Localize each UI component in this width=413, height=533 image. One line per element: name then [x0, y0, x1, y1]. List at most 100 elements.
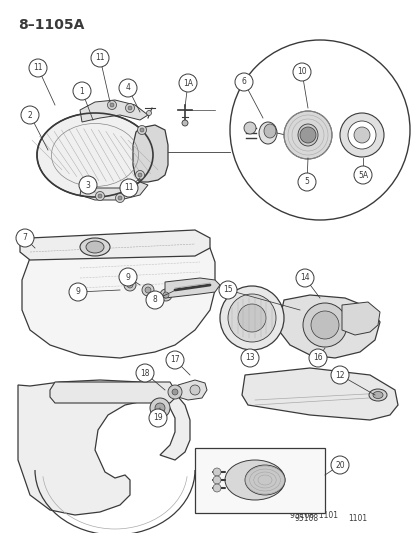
Circle shape [310, 311, 338, 339]
Circle shape [95, 191, 104, 200]
Circle shape [302, 303, 346, 347]
Text: 1A: 1A [183, 78, 192, 87]
Text: 9: 9 [125, 272, 130, 281]
Circle shape [69, 283, 87, 301]
Circle shape [150, 398, 170, 418]
Text: 8–1105A: 8–1105A [18, 18, 84, 32]
Circle shape [218, 281, 236, 299]
Ellipse shape [263, 124, 275, 138]
Circle shape [299, 127, 315, 143]
Circle shape [119, 79, 137, 97]
Text: 95108  1101: 95108 1101 [289, 511, 337, 520]
Circle shape [330, 366, 348, 384]
Ellipse shape [37, 113, 153, 197]
Text: 12: 12 [335, 370, 344, 379]
Circle shape [178, 74, 197, 92]
Text: 11: 11 [95, 53, 104, 62]
Circle shape [146, 110, 151, 116]
Text: 5A: 5A [357, 171, 367, 180]
Polygon shape [178, 380, 206, 400]
Text: 1: 1 [79, 86, 84, 95]
Circle shape [118, 196, 122, 200]
Text: 95108: 95108 [294, 514, 318, 523]
Circle shape [243, 122, 255, 134]
Text: 15: 15 [223, 286, 232, 295]
Circle shape [137, 125, 146, 134]
Circle shape [219, 286, 283, 350]
Ellipse shape [80, 238, 110, 256]
Circle shape [353, 166, 371, 184]
Circle shape [292, 63, 310, 81]
Ellipse shape [372, 392, 382, 399]
Circle shape [142, 284, 154, 296]
Ellipse shape [259, 122, 276, 144]
Text: 20: 20 [335, 461, 344, 470]
Circle shape [127, 282, 133, 288]
Polygon shape [165, 278, 219, 298]
Circle shape [190, 385, 199, 395]
Circle shape [124, 279, 136, 291]
Circle shape [235, 73, 252, 91]
Ellipse shape [297, 124, 317, 146]
Text: 6: 6 [241, 77, 246, 86]
Circle shape [240, 349, 259, 367]
Circle shape [212, 468, 221, 476]
Text: 13: 13 [244, 353, 254, 362]
Circle shape [237, 304, 266, 332]
Circle shape [138, 173, 142, 177]
Circle shape [171, 389, 178, 395]
Circle shape [166, 351, 183, 369]
Circle shape [119, 268, 137, 286]
Polygon shape [341, 302, 379, 335]
Polygon shape [133, 125, 168, 182]
Text: 2: 2 [28, 110, 32, 119]
Circle shape [295, 269, 313, 287]
Circle shape [228, 294, 275, 342]
Text: 11: 11 [124, 183, 133, 192]
Circle shape [120, 179, 138, 197]
Circle shape [136, 364, 154, 382]
Circle shape [308, 349, 326, 367]
Circle shape [107, 101, 116, 109]
Polygon shape [80, 182, 147, 200]
Circle shape [115, 193, 124, 203]
Text: 9: 9 [76, 287, 80, 296]
Text: 18: 18 [140, 368, 150, 377]
Circle shape [21, 106, 39, 124]
Circle shape [212, 484, 221, 492]
Text: 7: 7 [22, 233, 27, 243]
Circle shape [163, 292, 169, 298]
Circle shape [145, 287, 151, 293]
Circle shape [347, 121, 375, 149]
Circle shape [353, 127, 369, 143]
Text: 10: 10 [297, 68, 306, 77]
Circle shape [73, 82, 91, 100]
Polygon shape [18, 380, 190, 515]
Circle shape [98, 194, 102, 198]
Ellipse shape [244, 465, 284, 495]
Polygon shape [20, 230, 209, 260]
Text: 5: 5 [304, 177, 309, 187]
Text: 4: 4 [125, 84, 130, 93]
Polygon shape [279, 295, 379, 358]
Circle shape [79, 176, 97, 194]
Circle shape [110, 103, 114, 107]
Circle shape [91, 49, 109, 67]
Ellipse shape [86, 241, 104, 253]
Text: 11: 11 [33, 63, 43, 72]
Circle shape [125, 103, 134, 112]
Text: 19: 19 [153, 414, 162, 423]
Circle shape [135, 171, 144, 180]
Text: 3: 3 [85, 181, 90, 190]
Circle shape [283, 111, 331, 159]
Polygon shape [22, 248, 214, 358]
Circle shape [146, 291, 164, 309]
Circle shape [230, 40, 409, 220]
Ellipse shape [368, 389, 386, 401]
Text: 16: 16 [312, 353, 322, 362]
Circle shape [159, 289, 171, 301]
Circle shape [29, 59, 47, 77]
Circle shape [330, 456, 348, 474]
Circle shape [339, 113, 383, 157]
FancyBboxPatch shape [195, 448, 324, 513]
